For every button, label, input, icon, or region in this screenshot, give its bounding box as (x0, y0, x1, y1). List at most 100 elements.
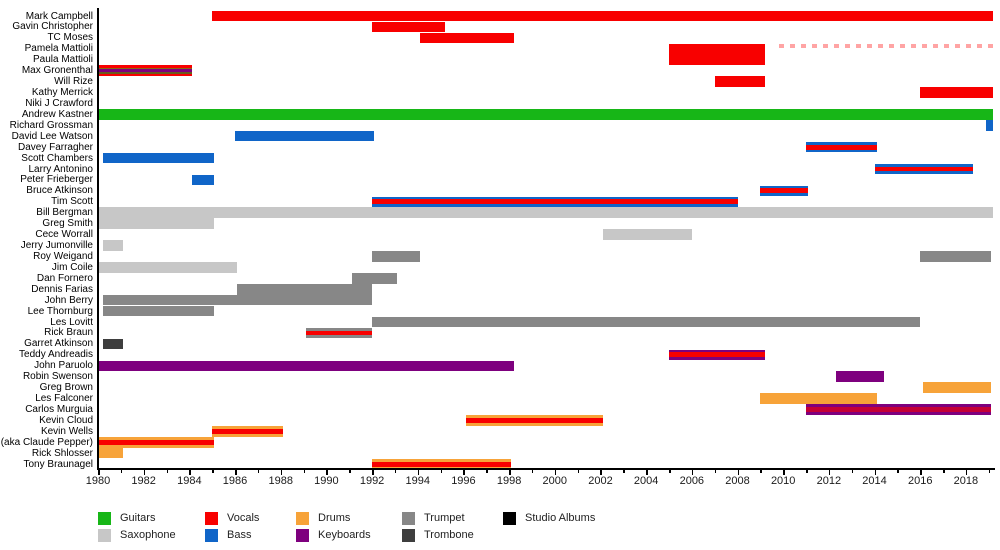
x-axis-tick-label: 1986 (222, 475, 248, 487)
timeline-bar (806, 141, 877, 153)
member-label: Andrew Kastner (21, 108, 93, 120)
bar-stripe (420, 32, 514, 44)
bar-stripe (212, 10, 994, 22)
x-axis-minor-tick (943, 469, 945, 473)
bar-stripe (372, 458, 512, 462)
x-axis-tick-label: 1984 (177, 475, 202, 487)
bar-stripe (102, 294, 373, 306)
legend-label-vocals: Vocals (227, 512, 260, 524)
legend-swatch-guitars (98, 512, 111, 525)
x-axis-major-tick (463, 469, 465, 475)
x-axis-minor-tick (577, 469, 580, 473)
bar-stripe (835, 371, 884, 382)
legend-swatch-trombone (402, 529, 415, 542)
member-label: Kevin Wells (40, 425, 93, 437)
timeline-bar (669, 54, 765, 65)
bar-stripe (98, 262, 238, 273)
timeline-bar (98, 360, 514, 371)
x-axis-major-tick (280, 469, 283, 475)
x-axis-tick-label: 2014 (862, 475, 887, 487)
member-label: Greg Brown (39, 382, 93, 394)
legend-swatch-keyboards (296, 529, 309, 542)
x-axis-tick-label: 2010 (770, 475, 796, 487)
x-axis-major-tick (737, 469, 740, 475)
member-label: Greg Smith (42, 218, 93, 230)
member-label: Davey Farragher (17, 141, 93, 153)
bar-stripe (922, 382, 992, 393)
member-label: Roy Weigand (33, 250, 93, 262)
timeline-bar (305, 327, 373, 339)
x-axis-major-tick (783, 469, 785, 475)
legend-label-trombone: Trombone (424, 529, 474, 541)
legend-swatch-bass (205, 529, 218, 542)
x-axis-major-tick (874, 469, 877, 475)
member-label: Rick Braun (44, 327, 93, 339)
timeline-bar (98, 447, 124, 459)
bar-stripe (372, 251, 421, 262)
member-label: Jim Coile (51, 261, 93, 273)
bar-stripe (372, 21, 446, 33)
timeline-bar (98, 218, 215, 229)
timeline-bar (920, 251, 992, 262)
bar-stripe (98, 444, 215, 448)
bar-stripe (235, 130, 375, 142)
bar-stripe (760, 193, 809, 197)
bar-stripe (874, 171, 973, 175)
bar-stripe (669, 357, 765, 361)
timeline-bar (102, 338, 124, 350)
x-axis-minor-tick (166, 469, 169, 473)
member-label: Teddy Andreadis (19, 349, 93, 361)
bar-stripe (806, 144, 877, 150)
member-label: Rick Shlosser (31, 447, 93, 459)
x-axis-tick-label: 2008 (725, 475, 750, 487)
member-label: Niki J Crawford (25, 97, 93, 109)
bar-stripe (669, 349, 765, 353)
bar-stripe (465, 418, 603, 423)
member-label: Les Falconer (35, 393, 93, 405)
bar-stripe (98, 109, 994, 120)
bar-stripe (98, 437, 215, 440)
x-axis-tick-label: 2012 (816, 475, 842, 487)
legend-label-trumpet: Trumpet (424, 512, 465, 524)
legend-swatch-trumpet (402, 512, 415, 525)
timeline-bar (102, 305, 215, 317)
timeline-bar (920, 87, 994, 98)
x-axis-tick-label: 1998 (496, 475, 522, 487)
bar-stripe (102, 240, 124, 251)
x-axis-major-tick (143, 469, 146, 475)
member-label: Gavin Christopher (12, 21, 93, 33)
legend-swatch-saxophone (98, 529, 111, 542)
x-axis-major-tick (417, 469, 420, 475)
timeline-bar (98, 65, 192, 76)
x-axis-major-tick (691, 469, 694, 475)
member-label: Max Gronenthal (21, 65, 93, 77)
x-axis-minor-tick (806, 469, 808, 473)
x-axis-minor-tick (714, 469, 717, 473)
bar-stripe (465, 415, 603, 419)
x-axis-tick-label: 2018 (953, 475, 979, 487)
x-axis-major-tick (189, 469, 191, 475)
legend-label-guitars: Guitars (120, 512, 156, 524)
x-axis-minor-tick (440, 469, 443, 473)
member-label: Carlos Murguia (25, 403, 93, 415)
member-label: Dan Fornero (36, 272, 93, 284)
member-label: John Paruolo (34, 360, 93, 372)
timeline-bar (714, 76, 765, 87)
bar-stripe (372, 196, 738, 200)
bar-stripe (98, 73, 192, 76)
bar-stripe (372, 466, 512, 470)
timeline-bar (212, 426, 283, 437)
bar-stripe (760, 185, 809, 189)
member-label: Kathy Merrick (31, 87, 93, 98)
x-axis-tick-label: 1988 (268, 475, 293, 487)
x-axis-tick-label: 2004 (633, 475, 659, 487)
timeline-bar (191, 174, 215, 186)
bar-stripe (806, 149, 877, 153)
timeline-bar (669, 349, 765, 361)
timeline-bar (372, 458, 512, 470)
x-axis-minor-tick (212, 469, 214, 473)
member-label: Peter Frieberger (20, 174, 93, 186)
member-label: Will Rize (54, 76, 93, 88)
timeline-bar (669, 43, 765, 55)
timeline-bar (420, 32, 514, 44)
